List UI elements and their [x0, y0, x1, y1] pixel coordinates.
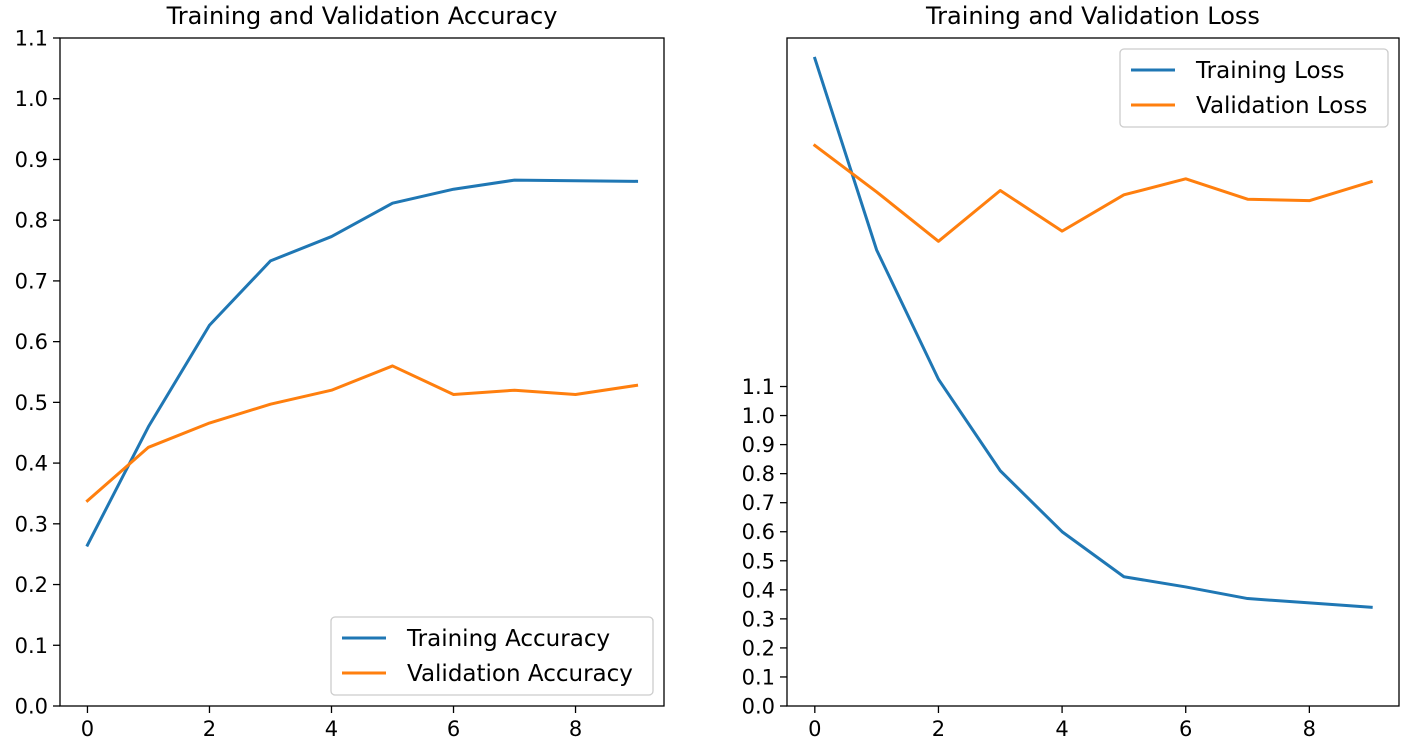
loss-chart: Training and Validation Loss 0.0 0.1 0.2 0.3…: [742, 2, 1400, 741]
accuracy-legend-label: Validation Accuracy: [407, 661, 633, 687]
accuracy-y-tick-label: 0.6: [15, 330, 48, 354]
accuracy-legend: Training Accuracy Validation Accuracy: [330, 616, 654, 696]
loss-legend-box: [1119, 48, 1389, 128]
loss-y-tick-label: 0.1: [742, 665, 775, 689]
accuracy-chart: Training and Validation Accuracy 0.0 0.1 0.…: [15, 2, 665, 741]
accuracy-legend-box: [330, 616, 654, 696]
loss-y-tick-label: 0.0: [742, 695, 775, 719]
accuracy-series-training-accuracy: [85, 178, 639, 548]
loss-y-tick-label: 0.6: [742, 520, 775, 544]
accuracy-y-tick-label: 1.1: [15, 27, 48, 51]
accuracy-x-tick-label: 0: [81, 717, 94, 741]
loss-x-tick-label: 0: [808, 717, 821, 741]
loss-x-tick-label: 2: [932, 717, 945, 741]
accuracy-y-tick-label: 0.2: [15, 573, 48, 597]
loss-series-validation-loss: [812, 143, 1374, 243]
loss-axes-frame: [786, 37, 1400, 707]
accuracy-y-tick-label: 0.8: [15, 209, 48, 233]
loss-y-tick-label: 0.9: [742, 433, 775, 457]
accuracy-y-tick-label: 0.4: [15, 452, 48, 476]
loss-y-tick-label: 0.4: [742, 578, 775, 602]
accuracy-x-tick-label: 8: [569, 717, 582, 741]
accuracy-y-tick-label: 0.1: [15, 634, 48, 658]
accuracy-x-tick-label: 2: [203, 717, 216, 741]
loss-legend: Training Loss Validation Loss: [1119, 48, 1389, 128]
loss-legend-label: Validation Loss: [1196, 93, 1367, 119]
loss-y-tick-label: 1.0: [742, 404, 775, 428]
loss-y-tick-label: 0.8: [742, 462, 775, 486]
accuracy-y-tick-label: 1.0: [15, 87, 48, 111]
loss-y-tick-label: 0.5: [742, 549, 775, 573]
accuracy-y-tick-label: 0.0: [15, 695, 48, 719]
loss-x-tick-label: 4: [1055, 717, 1068, 741]
loss-chart-title: Training and Validation Loss: [925, 2, 1260, 30]
loss-y-tick-label: 1.1: [742, 375, 775, 399]
accuracy-series-validation-accuracy: [85, 364, 639, 503]
accuracy-chart-title: Training and Validation Accuracy: [166, 2, 558, 30]
accuracy-legend-label: Training Accuracy: [406, 626, 610, 652]
accuracy-axes-frame: [59, 37, 665, 707]
loss-series-training-loss: [812, 56, 1373, 609]
accuracy-y-tick-label: 0.7: [15, 269, 48, 293]
loss-y-tick-label: 0.3: [742, 607, 775, 631]
loss-y-tick-label: 0.7: [742, 491, 775, 515]
accuracy-y-tick-label: 0.5: [15, 391, 48, 415]
loss-legend-label: Training Loss: [1195, 58, 1345, 84]
loss-x-tick-label: 8: [1303, 717, 1316, 741]
accuracy-y-tick-label: 0.9: [15, 148, 48, 172]
accuracy-y-tick-label: 0.3: [15, 512, 48, 536]
accuracy-x-tick-label: 6: [447, 717, 460, 741]
accuracy-x-tick-label: 4: [325, 717, 338, 741]
loss-y-tick-label: 0.2: [742, 636, 775, 660]
loss-x-tick-label: 6: [1179, 717, 1192, 741]
